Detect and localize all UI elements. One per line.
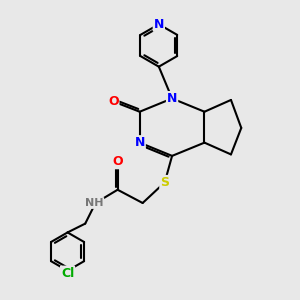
Text: N: N [134, 136, 145, 149]
Text: N: N [167, 92, 177, 105]
Text: S: S [160, 176, 169, 189]
Text: O: O [112, 155, 123, 168]
Text: O: O [108, 95, 119, 108]
Text: NH: NH [85, 198, 103, 208]
Text: N: N [154, 18, 164, 31]
Text: Cl: Cl [61, 267, 74, 280]
